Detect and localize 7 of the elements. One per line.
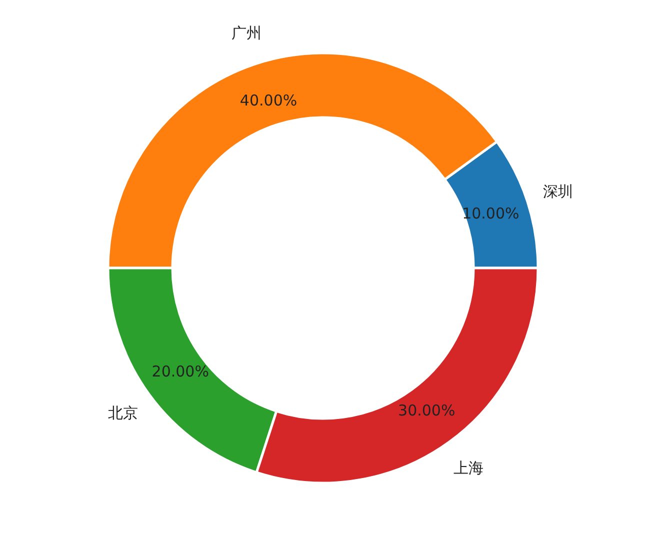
data-label: 20.00% bbox=[152, 362, 209, 381]
data-label: 30.00% bbox=[398, 402, 456, 420]
slice-label: 广州 bbox=[232, 24, 262, 42]
data-label: 40.00% bbox=[240, 91, 298, 110]
slice-label: 北京 bbox=[108, 404, 138, 422]
slice-label: 上海 bbox=[453, 458, 484, 477]
slice-label: 深圳 bbox=[543, 182, 574, 201]
